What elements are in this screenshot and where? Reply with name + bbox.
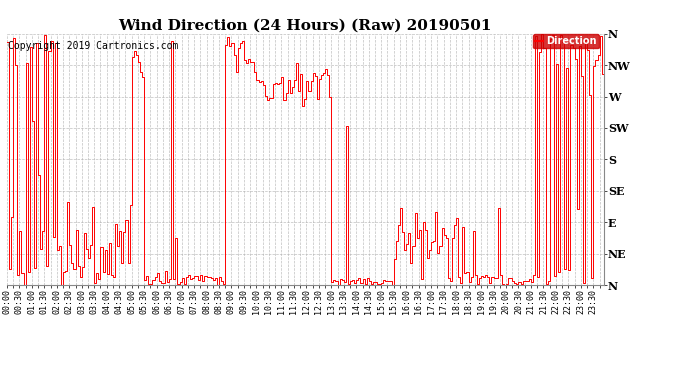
- Legend: Direction: Direction: [533, 34, 599, 48]
- Title: Wind Direction (24 Hours) (Raw) 20190501: Wind Direction (24 Hours) (Raw) 20190501: [119, 19, 492, 33]
- Text: Copyright 2019 Cartronics.com: Copyright 2019 Cartronics.com: [8, 41, 179, 51]
